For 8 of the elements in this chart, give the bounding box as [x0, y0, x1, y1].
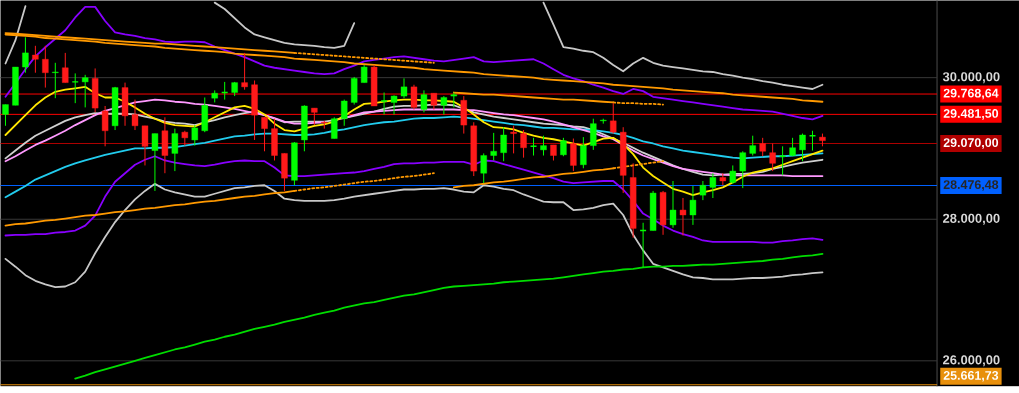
y-tick-label: 30.000,00	[942, 72, 1000, 84]
ref-line-label: 28.476,48	[943, 180, 999, 191]
ref-line-label: 25.661,73	[943, 370, 999, 382]
y-tick-label: 26.000,00	[943, 355, 1000, 367]
ref-line-label: 29.768,64	[943, 88, 999, 100]
ref-line-label: 29.070,00	[943, 138, 999, 149]
y-tick-label: 28.000,00	[943, 213, 1000, 225]
ref-line-label: 29.481,50	[943, 109, 999, 120]
